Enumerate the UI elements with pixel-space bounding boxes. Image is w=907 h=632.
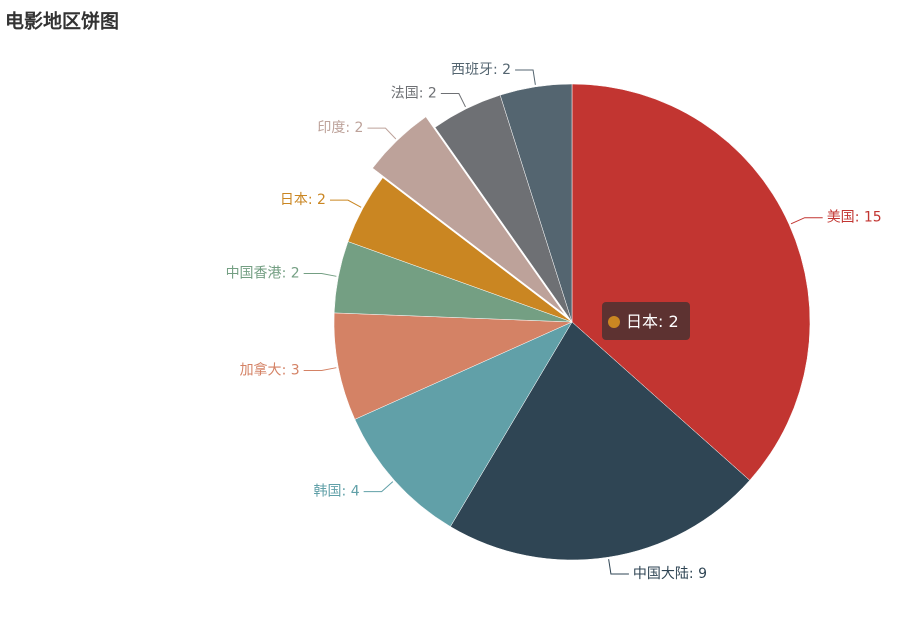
pie-slice	[499, 83, 573, 323]
label-separator: :	[282, 265, 291, 281]
label-line	[367, 127, 397, 140]
tooltip-separator: :	[658, 312, 668, 331]
label-line	[303, 367, 337, 372]
label-separator: :	[342, 484, 351, 500]
slice-label: 中国香港: 2	[226, 265, 300, 281]
label-name: 中国大陆	[633, 566, 689, 582]
label-value: 15	[864, 210, 882, 226]
tooltip-box	[602, 302, 690, 340]
label-value: 3	[291, 363, 300, 379]
label-line	[515, 69, 536, 85]
slice-label: 加拿大: 3	[240, 362, 300, 379]
label-name: 中国香港	[226, 265, 282, 281]
slice-label: 日本: 2	[280, 192, 326, 208]
label-line	[329, 199, 362, 208]
slice-label: 美国: 15	[827, 210, 882, 226]
label-separator: :	[689, 566, 698, 582]
label-name: 加拿大	[240, 362, 282, 379]
tooltip-marker	[608, 316, 620, 328]
label-line	[608, 559, 629, 575]
slice-label: 西班牙: 2	[451, 62, 511, 78]
label-line	[363, 481, 394, 493]
label-line	[790, 217, 823, 225]
tooltip: 日本: 2	[602, 302, 690, 340]
label-value: 9	[698, 566, 707, 582]
label-name: 日本	[280, 192, 308, 208]
label-name: 韩国	[314, 484, 342, 500]
slice-label: 中国大陆: 9	[633, 566, 707, 582]
label-separator: :	[308, 192, 317, 208]
label-separator: :	[282, 363, 291, 379]
pie-slice	[571, 83, 811, 481]
label-value: 2	[428, 85, 437, 101]
label-name: 西班牙	[451, 62, 493, 78]
label-value: 2	[355, 120, 364, 136]
label-value: 4	[351, 484, 360, 500]
pie-slice	[372, 116, 566, 315]
label-separator: :	[493, 62, 502, 78]
tooltip-name: 日本	[626, 312, 658, 331]
label-value: 2	[502, 62, 511, 78]
label-separator: :	[345, 120, 354, 136]
label-line	[440, 92, 466, 108]
slice-label: 韩国: 4	[314, 484, 360, 500]
label-name: 美国	[827, 210, 855, 226]
label-separator: :	[855, 210, 864, 226]
label-name: 印度	[317, 120, 345, 136]
label-value: 2	[291, 265, 300, 281]
pie-slice	[333, 312, 573, 420]
tooltip-text: 日本: 2	[626, 312, 679, 331]
pie-slice	[450, 321, 751, 561]
label-value: 2	[317, 192, 326, 208]
slice-label: 印度: 2	[317, 120, 363, 136]
slice-label: 法国: 2	[391, 85, 437, 101]
pie-slice	[354, 321, 573, 527]
label-name: 法国	[391, 85, 419, 101]
label-line	[303, 272, 337, 277]
pie-slice	[347, 177, 573, 323]
label-separator: :	[419, 85, 428, 101]
tooltip-value: 2	[669, 312, 679, 331]
chart-title: 电影地区饼图	[5, 10, 119, 33]
